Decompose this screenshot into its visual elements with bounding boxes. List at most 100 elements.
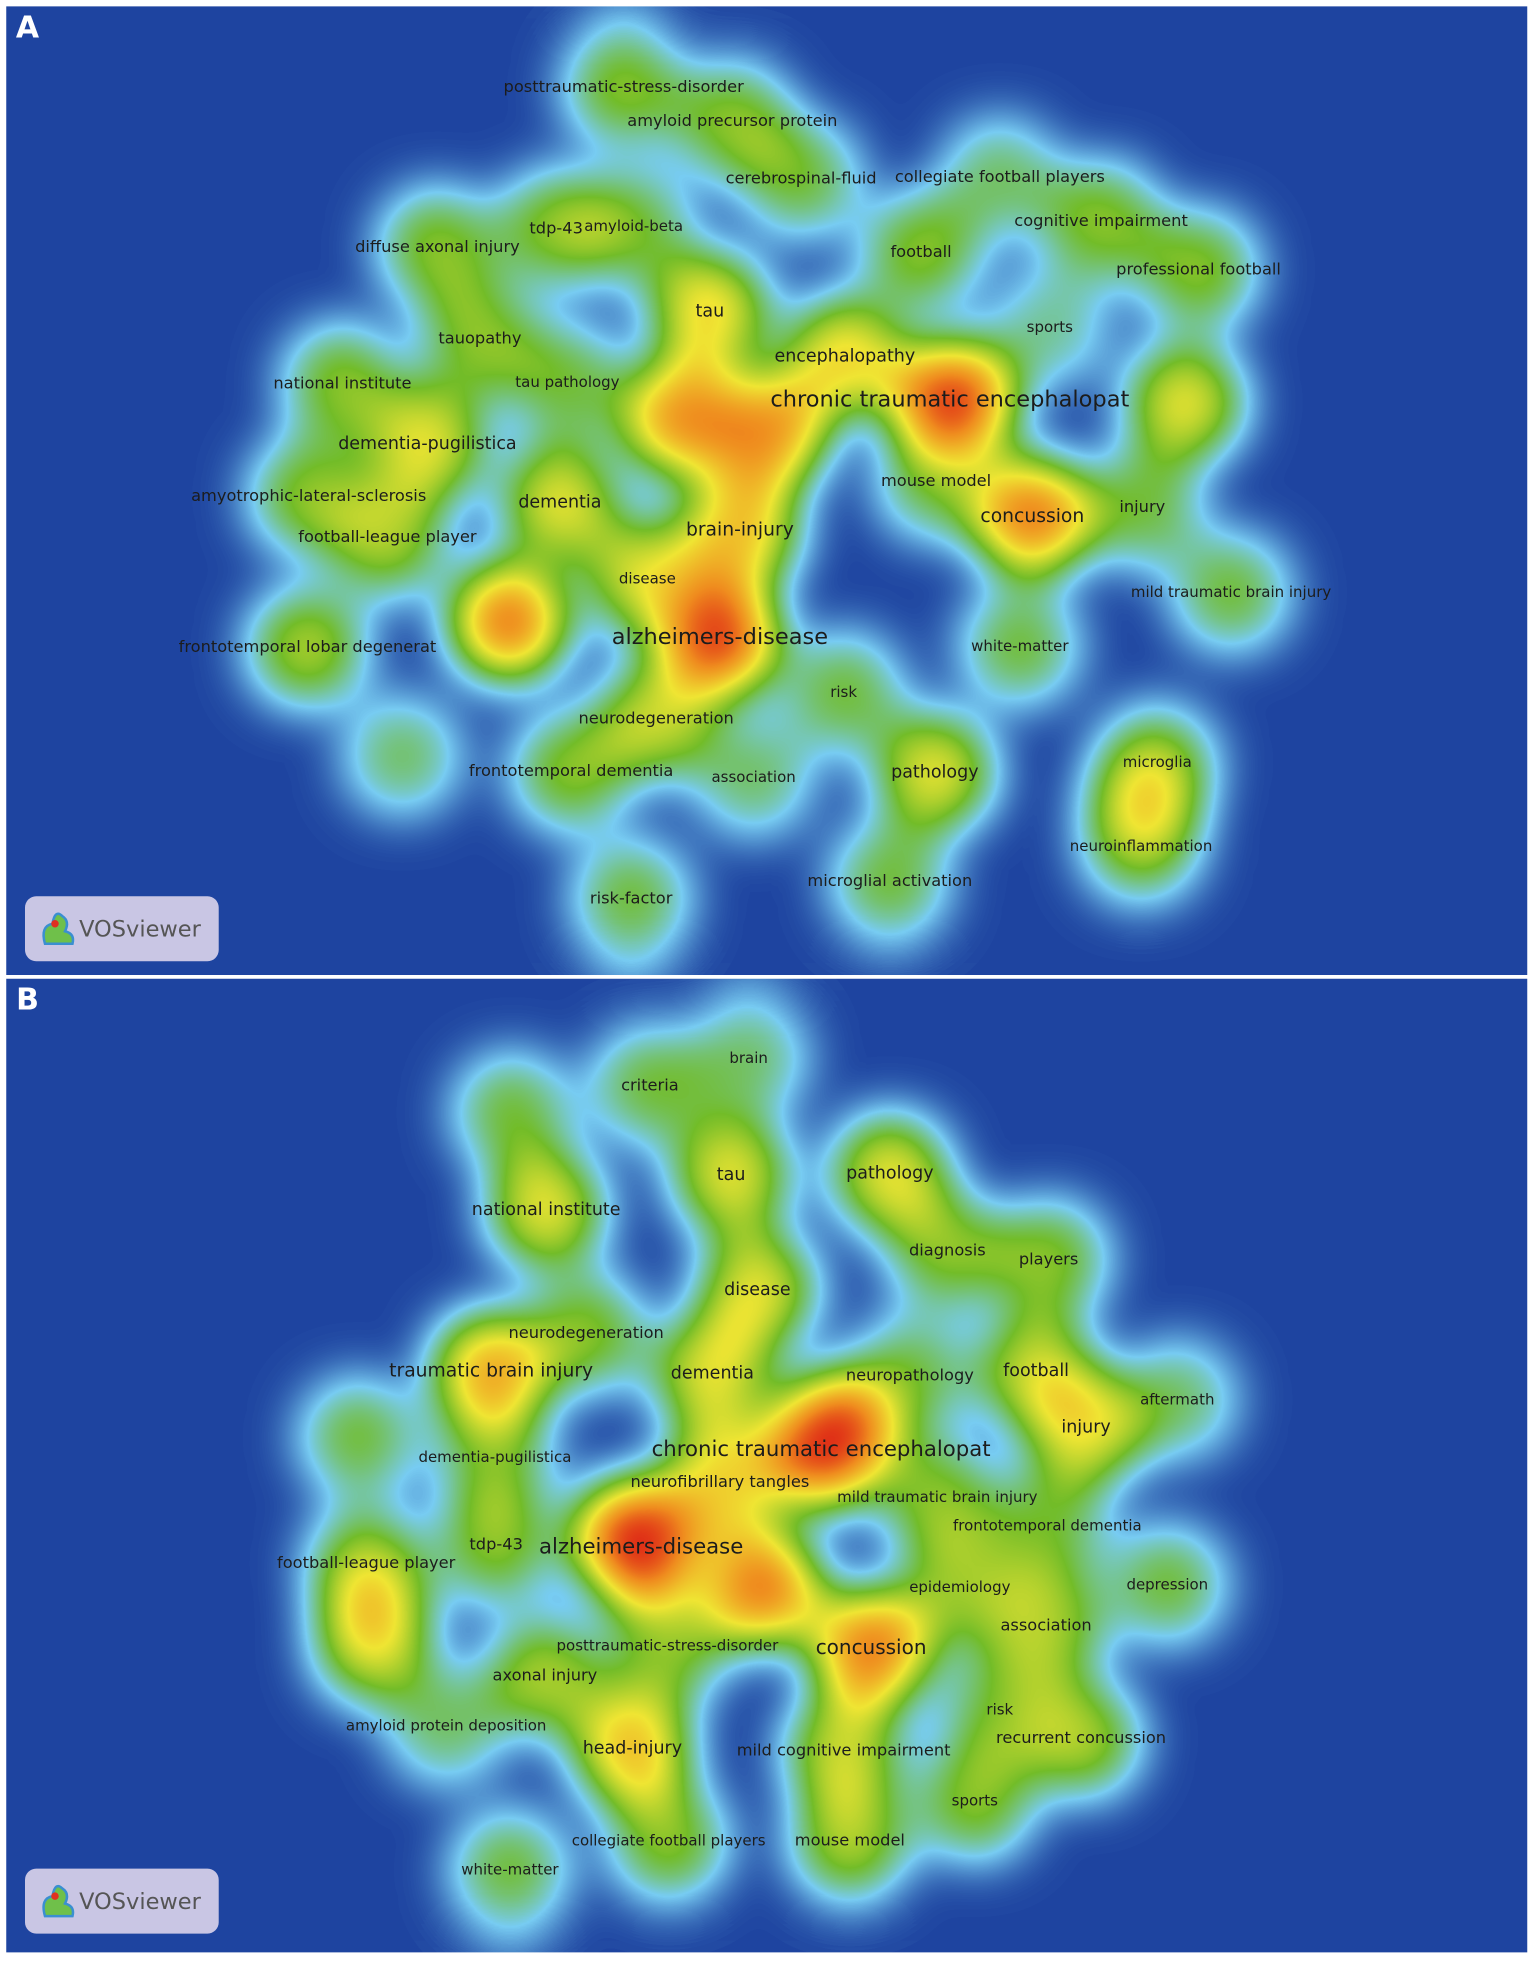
density-blob [786, 1693, 902, 1809]
density-blob [454, 1054, 570, 1170]
density-blob [573, 841, 689, 957]
keyword-label: tau pathology [515, 373, 619, 391]
keyword-label: posttraumatic-stress-disorder [504, 77, 745, 96]
panel-a: posttraumatic-stress-disorder amyloid pre… [6, 6, 1528, 976]
keyword-label: dementia [518, 493, 601, 513]
keyword-label: concussion [980, 506, 1084, 527]
keyword-label: neurodegeneration [578, 708, 733, 727]
density-blob [329, 480, 445, 596]
density-blob [301, 1379, 417, 1495]
keyword-label: football-league player [277, 1553, 456, 1572]
keyword-label: tau [696, 301, 725, 321]
keyword-label: epidemiology [909, 1578, 1010, 1596]
keyword-label: disease [619, 569, 676, 587]
density-blob [1023, 1681, 1139, 1797]
keyword-label: amyloid precursor protein [627, 111, 837, 130]
keyword-label: white-matter [461, 1860, 559, 1878]
density-blob [792, 1783, 908, 1899]
density-blob [344, 698, 460, 814]
badge-text: VOSviewer [79, 917, 202, 943]
keyword-label: cognitive impairment [1014, 211, 1188, 230]
density-blob [682, 472, 798, 588]
keyword-label: recurrent concussion [996, 1728, 1166, 1747]
density-blob [813, 1591, 929, 1707]
density-blob [877, 715, 993, 831]
keyword-label: dementia [671, 1364, 754, 1384]
keyword-label: tauopathy [438, 328, 521, 347]
badge-icon-dot [51, 920, 59, 928]
density-blob [379, 190, 495, 306]
density-blob [592, 1028, 708, 1144]
keyword-label: neuroinflammation [1070, 837, 1213, 855]
keyword-label: posttraumatic-stress-disorder [557, 1637, 780, 1655]
density-blob [574, 1691, 690, 1807]
keyword-label: dementia-pugilistica [418, 1448, 571, 1466]
keyword-label: sports [1027, 318, 1074, 336]
keyword-label: microglia [1123, 753, 1192, 771]
badge-icon [42, 912, 75, 946]
keyword-label: amyloid protein deposition [346, 1717, 547, 1735]
density-blob [1083, 788, 1199, 904]
density-blob [786, 635, 902, 751]
density-blob [623, 361, 739, 477]
keyword-label: football [890, 242, 951, 261]
density-blob [832, 823, 948, 939]
density-blob [852, 1318, 968, 1434]
density-blob [369, 386, 485, 502]
density-blob [509, 325, 625, 441]
density-blob [1109, 1527, 1225, 1643]
density-blob [308, 1506, 424, 1622]
density [6, 6, 1528, 976]
keyword-label: tau [717, 1165, 746, 1185]
keyword-label: injury [1061, 1417, 1110, 1437]
keyword-label: football-league player [298, 527, 477, 546]
keyword-label: microglial activation [807, 871, 972, 890]
density-blob [989, 1468, 1105, 1584]
density-blob [488, 1152, 604, 1268]
density-blob [962, 588, 1078, 704]
density-blob [1141, 212, 1257, 328]
keyword-label: chronic traumatic encephalopat [770, 387, 1129, 413]
density-blob [743, 121, 859, 237]
density-blob [787, 298, 903, 414]
density-blob [502, 445, 618, 561]
keyword-label: depression [1126, 1575, 1208, 1593]
keyword-label: collegiate football players [572, 1832, 766, 1850]
density-blob [1084, 450, 1200, 566]
keyword-label: disease [724, 1280, 790, 1300]
density-blob [902, 1529, 1018, 1645]
density-blob [942, 120, 1058, 236]
density-blob [249, 590, 365, 706]
density-blob [437, 1399, 553, 1515]
density-blob [974, 458, 1090, 574]
keyword-label: diffuse axonal injury [355, 237, 520, 256]
density-blob [662, 1424, 778, 1540]
keyword-label: brain [729, 1049, 768, 1067]
density-blob [388, 1668, 504, 1784]
keyword-label: amyloid-beta [584, 217, 683, 235]
keyword-label: axonal injury [493, 1666, 598, 1685]
keyword-label: players [1019, 1249, 1078, 1268]
keyword-label: head-injury [583, 1739, 682, 1759]
keyword-label: sports [952, 1792, 999, 1810]
keyword-label: diagnosis [909, 1241, 986, 1260]
density-blob [528, 1276, 644, 1392]
keyword-label: mild traumatic brain injury [837, 1488, 1037, 1506]
keyword-label: brain-injury [686, 520, 794, 541]
keyword-label: traumatic brain injury [389, 1361, 593, 1382]
density-blob [451, 563, 567, 679]
density-blob [1173, 535, 1289, 651]
density-blob [917, 1743, 1033, 1859]
keyword-label: chronic traumatic encephalopat [652, 1437, 991, 1462]
keyword-label: national institute [472, 1200, 621, 1220]
keyword-label: risk [830, 683, 857, 701]
density-blob [878, 423, 994, 539]
density-blob [704, 1529, 820, 1645]
keyword-label: neurodegeneration [508, 1323, 663, 1342]
keyword-label: neurofibrillary tangles [630, 1472, 809, 1491]
density-blob [513, 713, 629, 829]
keyword-label: association [1000, 1616, 1091, 1635]
panel-label: B [16, 983, 39, 1018]
density-blob [438, 1487, 554, 1603]
